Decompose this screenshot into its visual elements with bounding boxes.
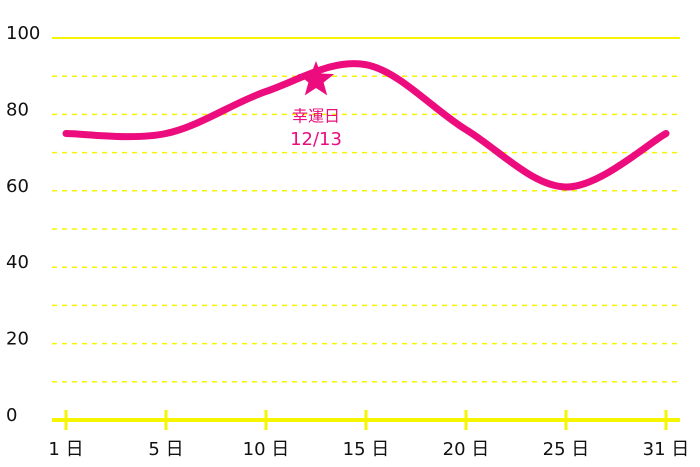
x-tick-label: 1 日: [48, 439, 83, 460]
y-tick-label: 20: [6, 329, 29, 350]
x-tick-label: 20 日: [443, 439, 490, 460]
line: [62, 60, 670, 191]
x-tick-label: 10 日: [243, 439, 290, 460]
x-tick-label: 5 日: [148, 439, 183, 460]
y-tick-label: 100: [6, 23, 40, 44]
y-tick-label: 0: [6, 405, 17, 426]
y-tick-label: 60: [6, 176, 29, 197]
x-tick-label: 25 日: [543, 439, 590, 460]
x-tick-label: 31 日: [643, 439, 690, 460]
highlight-star: [297, 61, 335, 96]
y-tick-label: 80: [6, 99, 29, 120]
highlight-label: 幸運日: [292, 107, 340, 126]
x-tick-label: 15 日: [343, 439, 390, 460]
y-tick-label: 40: [6, 252, 29, 273]
highlight-date: 12/13: [290, 129, 342, 150]
